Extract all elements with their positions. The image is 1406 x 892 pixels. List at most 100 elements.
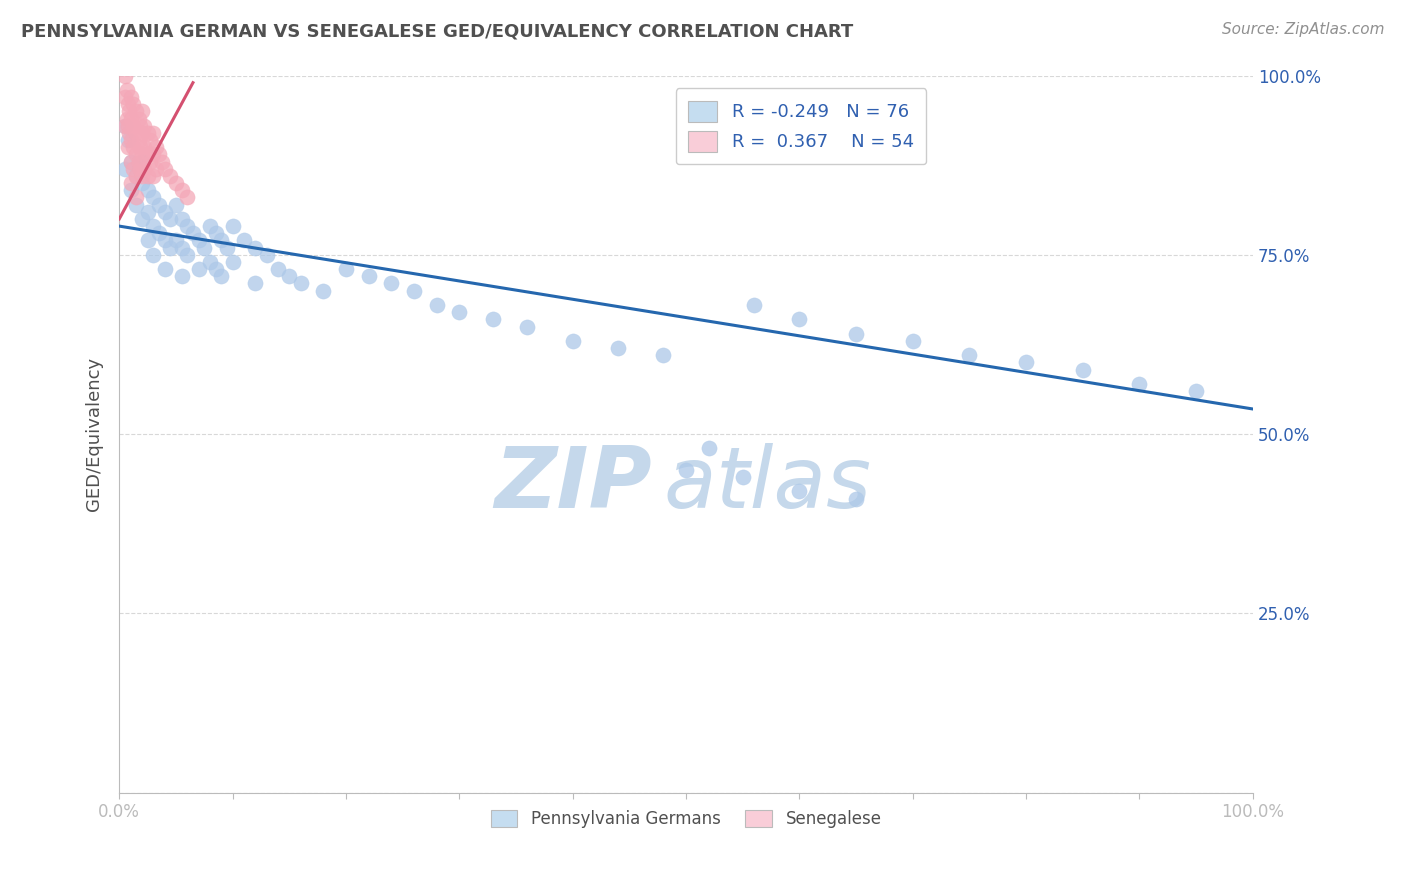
Point [215, 241, 238, 255]
Point [128, 161, 150, 176]
Point [165, 197, 187, 211]
Point [153, 262, 176, 277]
Point [142, 248, 165, 262]
Point [159, 211, 181, 226]
Point [125, 147, 148, 161]
Point [136, 147, 159, 161]
Point [233, 234, 256, 248]
Point [134, 140, 156, 154]
Point [122, 161, 145, 176]
Point [122, 97, 145, 112]
Point [181, 227, 204, 241]
Point [449, 305, 471, 319]
Point [901, 334, 924, 348]
Point [1185, 384, 1208, 398]
Point [117, 140, 139, 154]
Point [131, 169, 153, 183]
Point [221, 219, 243, 233]
Point [142, 147, 165, 161]
Point [131, 126, 153, 140]
Point [256, 248, 278, 262]
Point [148, 147, 170, 161]
Point [131, 176, 153, 190]
Y-axis label: GED/Equivalency: GED/Equivalency [86, 357, 103, 511]
Point [131, 104, 153, 119]
Point [136, 169, 159, 183]
Point [221, 255, 243, 269]
Point [426, 298, 449, 312]
Text: Source: ZipAtlas.com: Source: ZipAtlas.com [1222, 22, 1385, 37]
Point [245, 277, 267, 291]
Point [278, 269, 301, 284]
Point [114, 69, 136, 83]
Point [148, 227, 170, 241]
Point [136, 183, 159, 197]
Point [145, 140, 167, 154]
Text: PENNSYLVANIA GERMAN VS SENEGALESE GED/EQUIVALENCY CORRELATION CHART: PENNSYLVANIA GERMAN VS SENEGALESE GED/EQ… [21, 22, 853, 40]
Point [120, 176, 142, 190]
Point [198, 255, 221, 269]
Point [128, 112, 150, 126]
Point [959, 348, 981, 362]
Point [187, 234, 209, 248]
Point [136, 234, 159, 248]
Point [125, 169, 148, 183]
Point [145, 161, 167, 176]
Point [697, 442, 720, 456]
Point [114, 119, 136, 133]
Text: atlas: atlas [664, 442, 872, 525]
Point [122, 119, 145, 133]
Point [312, 284, 335, 298]
Point [170, 183, 193, 197]
Point [139, 133, 162, 147]
Point [142, 190, 165, 204]
Point [136, 126, 159, 140]
Point [134, 161, 156, 176]
Point [742, 298, 765, 312]
Point [1071, 362, 1094, 376]
Text: ZIP: ZIP [495, 442, 652, 525]
Point [118, 104, 141, 119]
Point [170, 211, 193, 226]
Point [176, 248, 198, 262]
Point [142, 126, 165, 140]
Point [153, 234, 176, 248]
Point [789, 484, 811, 499]
Point [165, 234, 187, 248]
Point [170, 241, 193, 255]
Point [120, 183, 142, 197]
Point [357, 269, 380, 284]
Point [335, 262, 357, 277]
Point [118, 126, 141, 140]
Point [128, 133, 150, 147]
Point [675, 463, 697, 477]
Point [267, 262, 290, 277]
Point [125, 197, 148, 211]
Point [125, 169, 148, 183]
Point [845, 491, 868, 506]
Point [134, 119, 156, 133]
Point [789, 312, 811, 326]
Point [198, 219, 221, 233]
Point [131, 211, 153, 226]
Point [165, 176, 187, 190]
Point [131, 147, 153, 161]
Point [402, 284, 425, 298]
Point [159, 169, 181, 183]
Point [1015, 355, 1038, 369]
Point [115, 83, 138, 97]
Point [117, 97, 139, 112]
Point [845, 326, 868, 341]
Point [125, 126, 148, 140]
Point [204, 262, 226, 277]
Point [607, 341, 630, 355]
Point [731, 470, 754, 484]
Point [176, 190, 198, 204]
Point [652, 348, 675, 362]
Point [245, 241, 267, 255]
Point [114, 119, 136, 133]
Point [187, 262, 209, 277]
Point [120, 154, 142, 169]
Point [131, 154, 153, 169]
Point [120, 154, 142, 169]
